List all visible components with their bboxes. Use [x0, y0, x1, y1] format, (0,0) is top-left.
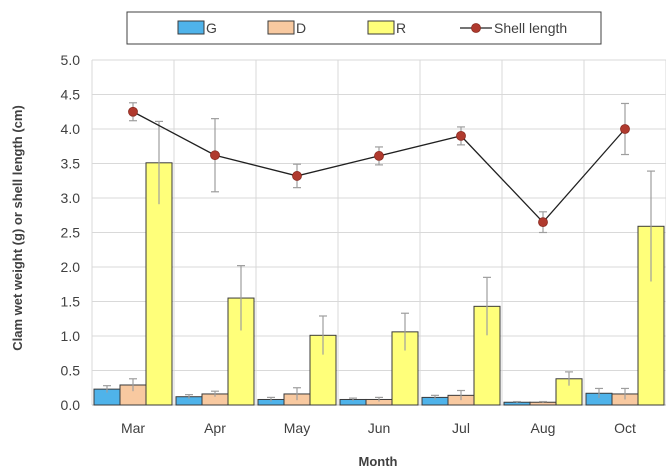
- y-tick-label: 1.0: [61, 328, 81, 344]
- shell-length-point: [374, 151, 384, 161]
- legend-label: D: [296, 20, 306, 36]
- legend-label: G: [206, 20, 217, 36]
- legend-marker-shell-length: [471, 23, 481, 33]
- legend-label: Shell length: [494, 20, 567, 36]
- y-axis: 0.0 0.5 1.0 1.5 2.0 2.5 3.0 3.5 4.0 4.5 5.0: [61, 52, 81, 413]
- x-axis-title: Month: [359, 454, 398, 469]
- x-tick-label: Apr: [204, 420, 226, 436]
- shell-length-point: [538, 217, 548, 228]
- shell-length-series: [128, 102, 630, 234]
- legend-swatch-g: [177, 20, 205, 35]
- y-tick-label: 2.5: [61, 225, 81, 241]
- shell-length-point: [292, 171, 302, 181]
- x-tick-label: Jun: [368, 420, 391, 436]
- legend-swatch-d: [267, 20, 295, 35]
- y-axis-title: Clam wet weight (g) or shell length (cm): [10, 105, 25, 351]
- y-tick-label: 5.0: [61, 52, 81, 68]
- y-tick-label: 1.5: [61, 294, 81, 310]
- shell-length-point: [456, 130, 466, 141]
- shell-length-point: [210, 150, 220, 161]
- y-tick-label: 0.5: [61, 363, 81, 379]
- legend-label: R: [396, 20, 406, 36]
- legend-box: [126, 11, 602, 45]
- shell-length-point: [620, 124, 630, 134]
- bar-r: [555, 378, 583, 406]
- x-tick-label: Jul: [452, 420, 470, 436]
- gridlines: [91, 59, 666, 406]
- legend-swatch-r: [367, 20, 395, 35]
- y-tick-label: 3.5: [61, 156, 81, 172]
- shell-length-line: [132, 111, 626, 224]
- x-tick-label: Oct: [614, 420, 636, 436]
- y-tick-label: 2.0: [61, 259, 81, 275]
- bar-series: [93, 120, 665, 406]
- x-tick-label: Mar: [121, 420, 145, 436]
- x-tick-label: Aug: [531, 420, 556, 436]
- y-tick-label: 3.0: [61, 190, 81, 206]
- y-tick-label: 4.0: [61, 121, 81, 137]
- y-tick-label: 0.0: [61, 397, 81, 413]
- x-axis: Mar Apr May Jun Jul Aug Oct: [121, 420, 636, 436]
- x-tick-label: May: [284, 420, 310, 436]
- legend: G D R Shell length: [126, 11, 602, 45]
- shell-length-point: [128, 106, 138, 117]
- y-tick-label: 4.5: [61, 87, 81, 103]
